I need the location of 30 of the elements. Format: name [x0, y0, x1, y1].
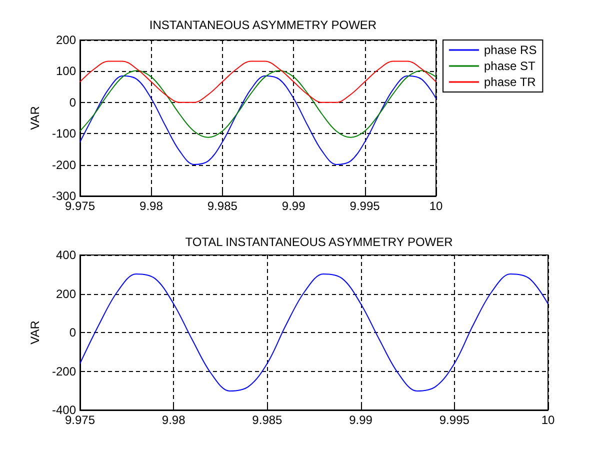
y-tick-label: 0	[69, 326, 76, 340]
line-series	[80, 70, 436, 138]
x-tick-label: 9.995	[439, 413, 470, 427]
line-series	[80, 60, 436, 103]
chart-title: TOTAL INSTANTANEOUS ASYMMETRY POWER	[185, 235, 454, 249]
y-tick-label: 200	[56, 33, 76, 47]
y-tick-label: -100	[52, 126, 76, 141]
x-tick-label: 9.985	[252, 413, 283, 427]
legend-label: phase RS	[484, 43, 537, 57]
y-tick-label: 0	[69, 95, 76, 110]
y-tick-label: 100	[56, 64, 76, 78]
y-tick-label: 400	[56, 248, 76, 262]
y-tick-label: -200	[52, 158, 76, 172]
x-tick-label: 10	[429, 199, 443, 213]
line-series	[80, 75, 436, 165]
x-tick-label: 9.985	[207, 199, 238, 213]
chart-title: INSTANTANEOUS ASYMMETRY POWER	[149, 18, 377, 32]
legend-label: phase ST	[484, 59, 536, 73]
x-tick-label: 10	[541, 413, 555, 427]
x-tick-label: 9.995	[350, 199, 380, 213]
x-tick-label: 9.98	[140, 199, 164, 213]
y-axis-title: VAR	[28, 320, 42, 344]
x-tick-label: 9.99	[282, 199, 306, 213]
y-tick-label: 200	[56, 286, 76, 301]
y-tick-label: -200	[52, 364, 76, 378]
line-series	[80, 273, 548, 392]
legend-label: phase TR	[484, 75, 536, 89]
y-axis-title: VAR	[28, 106, 42, 130]
x-tick-label: 9.98	[162, 413, 186, 427]
x-tick-label: 9.99	[349, 413, 373, 427]
